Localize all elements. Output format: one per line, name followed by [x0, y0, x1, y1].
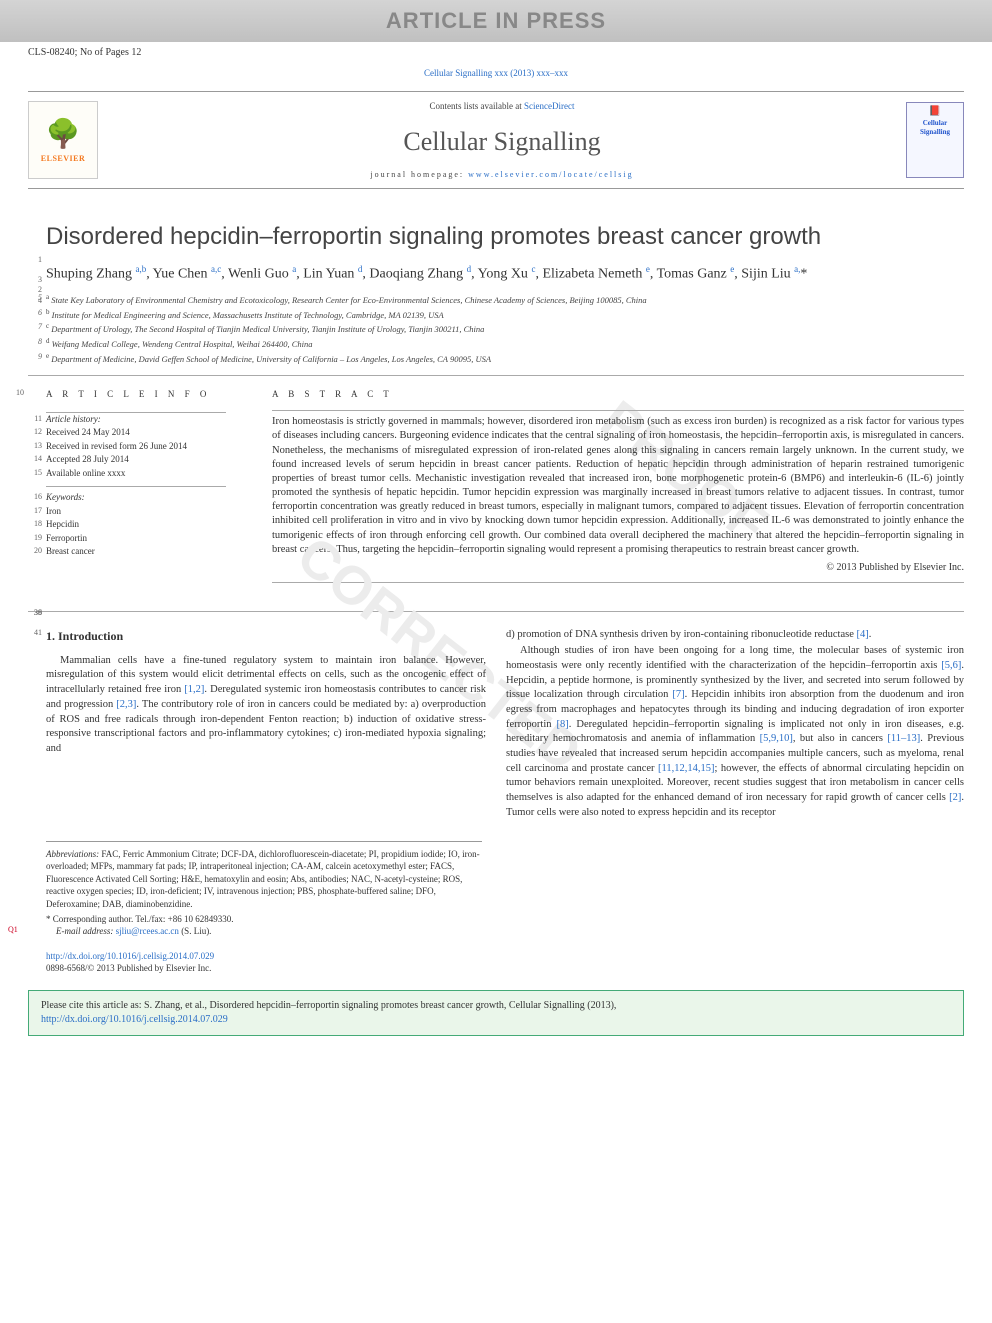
- article-id-line: CLS-08240; No of Pages 12: [0, 42, 992, 64]
- homepage-prefix: journal homepage:: [370, 170, 468, 179]
- intro-left-column: 41 1. Introduction Mammalian cells have …: [28, 628, 486, 821]
- line-number: 20: [28, 545, 42, 557]
- received-date: Received 24 May 2014: [46, 427, 130, 437]
- history-label: Article history:: [46, 414, 101, 424]
- copyright-line: © 2013 Published by Elsevier Inc.: [272, 561, 964, 575]
- line-number: 39: [28, 607, 42, 619]
- article-title: Disordered hepcidin–ferroportin signalin…: [46, 221, 964, 252]
- journal-reference: Cellular Signalling xxx (2013) xxx–xxx: [0, 63, 992, 91]
- line-number: 15: [28, 467, 42, 479]
- doi-block: http://dx.doi.org/10.1016/j.cellsig.2014…: [46, 950, 964, 974]
- divider: [28, 611, 964, 612]
- homepage-line: journal homepage: www.elsevier.com/locat…: [118, 170, 886, 181]
- affiliation: 8d Weifang Medical College, Wendeng Cent…: [46, 336, 964, 351]
- keywords-label: Keywords:: [46, 492, 85, 502]
- intro-paragraph-1-cont: d) promotion of DNA synthesis driven by …: [506, 628, 964, 643]
- abbr-label: Abbreviations:: [46, 849, 99, 859]
- keyword: Hepcidin: [46, 519, 79, 529]
- line-number: 19: [28, 532, 42, 544]
- line-number: 3: [28, 275, 42, 286]
- journal-cover-thumbnail: 📕 Cellular Signalling: [906, 102, 964, 178]
- header-center: Contents lists available at ScienceDirec…: [118, 100, 886, 180]
- article-info-column: 10 A R T I C L E I N F O 11Article histo…: [28, 376, 248, 607]
- abstract-column: A B S T R A C T Iron homeostasis is stri…: [272, 376, 964, 607]
- authors-list: Shuping Zhang a,b, Yue Chen a,c, Wenli G…: [46, 263, 964, 285]
- email-line: E-mail address: sjliu@rcees.ac.cn (S. Li…: [46, 925, 482, 938]
- homepage-link[interactable]: www.elsevier.com/locate/cellsig: [468, 170, 633, 179]
- line-number: 13: [28, 440, 42, 452]
- bookmark-icon: 📕: [909, 105, 961, 119]
- proof-banner: ARTICLE IN PRESS: [0, 0, 992, 42]
- email-suffix: (S. Liu).: [179, 926, 212, 936]
- affiliation: 9e Department of Medicine, David Geffen …: [46, 351, 964, 366]
- accepted-date: Accepted 28 July 2014: [46, 454, 129, 464]
- line-number: 41: [28, 628, 42, 639]
- intro-paragraph-1: Mammalian cells have a fine-tuned regula…: [28, 654, 486, 757]
- line-number: 18: [28, 518, 42, 530]
- cite-doi-link[interactable]: http://dx.doi.org/10.1016/j.cellsig.2014…: [41, 1014, 228, 1025]
- affiliations-block: 5a State Key Laboratory of Environmental…: [46, 292, 964, 365]
- elsevier-logo: 🌳 ELSEVIER: [28, 101, 98, 179]
- journal-title: Cellular Signalling: [118, 118, 886, 169]
- citation-box: Please cite this article as: S. Zhang, e…: [28, 990, 964, 1036]
- corresponding-author: * Corresponding author. Tel./fax: +86 10…: [46, 913, 482, 926]
- issn-line: 0898-6568/© 2013 Published by Elsevier I…: [46, 962, 964, 974]
- line-number: 16: [28, 491, 42, 503]
- publisher-name: ELSEVIER: [41, 154, 85, 165]
- contents-available-line: Contents lists available at ScienceDirec…: [118, 100, 886, 118]
- divider: [272, 582, 964, 583]
- abstract-text: Iron homeostasis is strictly governed in…: [272, 411, 964, 557]
- cite-text: Please cite this article as: S. Zhang, e…: [41, 1000, 616, 1011]
- affiliation: 7c Department of Urology, The Second Hos…: [46, 321, 964, 336]
- affiliation: 5a State Key Laboratory of Environmental…: [46, 292, 964, 307]
- elsevier-tree-icon: 🌳: [46, 116, 81, 154]
- abbreviations: Abbreviations: FAC, Ferric Ammonium Citr…: [46, 848, 482, 911]
- email-link[interactable]: sjliu@rcees.ac.cn: [116, 926, 179, 936]
- doi-link[interactable]: http://dx.doi.org/10.1016/j.cellsig.2014…: [46, 951, 214, 961]
- revised-date: Received in revised form 26 June 2014: [46, 441, 187, 451]
- line-number: 17: [28, 505, 42, 517]
- line-number: 12: [28, 426, 42, 438]
- query-marker: Q1: [8, 925, 18, 936]
- journal-header: 🌳 ELSEVIER Contents lists available at S…: [28, 91, 964, 189]
- intro-right-column: d) promotion of DNA synthesis driven by …: [506, 628, 964, 821]
- line-number: 11: [28, 413, 42, 425]
- keyword: Iron: [46, 506, 61, 516]
- line-number: 10: [10, 388, 24, 399]
- abstract-heading: A B S T R A C T: [272, 388, 964, 400]
- abbr-text: FAC, Ferric Ammonium Citrate; DCF-DA, di…: [46, 849, 480, 909]
- keyword: Breast cancer: [46, 546, 95, 556]
- online-date: Available online xxxx: [46, 468, 125, 478]
- keyword: Ferroportin: [46, 533, 87, 543]
- contents-prefix: Contents lists available at: [430, 101, 524, 111]
- footnotes-block: Abbreviations: FAC, Ferric Ammonium Citr…: [46, 841, 482, 938]
- sciencedirect-link[interactable]: ScienceDirect: [524, 101, 574, 111]
- divider: [46, 486, 226, 487]
- line-number: 14: [28, 453, 42, 465]
- affiliation: 6b Institute for Medical Engineering and…: [46, 307, 964, 322]
- article-info-heading: A R T I C L E I N F O: [46, 388, 248, 402]
- introduction-heading: 1. Introduction: [46, 628, 486, 644]
- cover-title: Cellular Signalling: [909, 119, 961, 138]
- email-label: E-mail address:: [56, 926, 116, 936]
- intro-paragraph-2: Although studies of iron have been ongoi…: [506, 644, 964, 820]
